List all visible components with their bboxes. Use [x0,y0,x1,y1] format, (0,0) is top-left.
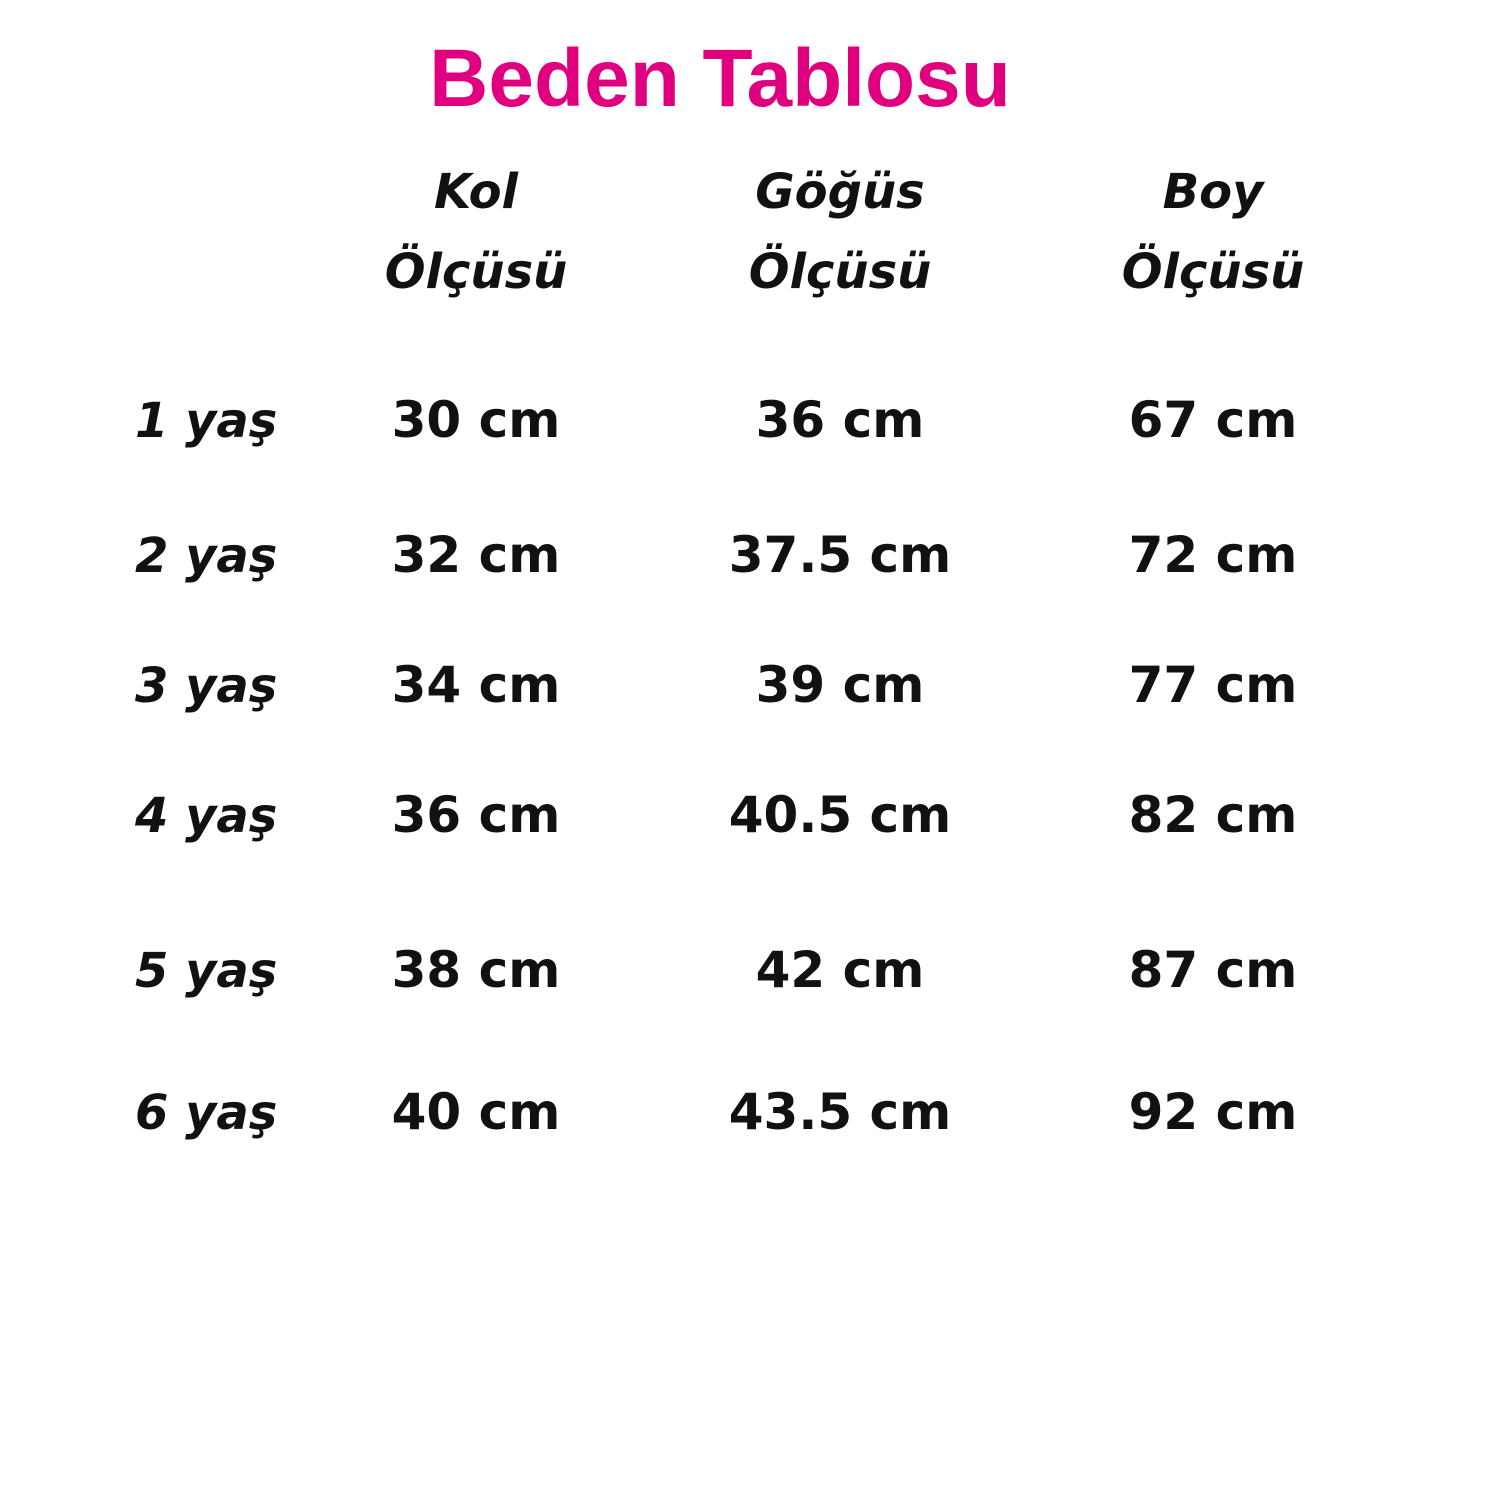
row-label: 3 yaş [135,658,278,714]
header-line1: Boy [1162,164,1264,220]
cell-boy: 87 cm [1128,941,1298,999]
cell-gogus: 39 cm [755,656,925,714]
header-line2: Ölçüsü [384,244,568,300]
cell-kol: 34 cm [391,656,561,714]
cell-gogus: 43.5 cm [728,1083,952,1141]
column-header-kol: Kol Ölçüsü [385,152,568,312]
cell-gogus: 36 cm [755,391,925,449]
cell-gogus: 40.5 cm [728,786,952,844]
row-label: 6 yaş [135,1085,278,1141]
header-line1: Göğüs [755,164,925,220]
column-header-boy: Boy Ölçüsü [1122,152,1305,312]
header-line2: Ölçüsü [1121,244,1305,300]
cell-kol: 30 cm [391,391,561,449]
header-line1: Kol [434,164,518,220]
cell-kol: 38 cm [391,941,561,999]
cell-gogus: 42 cm [755,941,925,999]
page-title: Beden Tablosu [429,33,1011,124]
row-label: 2 yaş [135,528,278,584]
cell-boy: 77 cm [1128,656,1298,714]
row-label: 5 yaş [135,943,278,999]
cell-boy: 72 cm [1128,526,1298,584]
row-label: 4 yaş [135,788,278,844]
cell-boy: 67 cm [1128,391,1298,449]
header-line2: Ölçüsü [748,244,932,300]
cell-boy: 92 cm [1128,1083,1298,1141]
cell-kol: 32 cm [391,526,561,584]
cell-gogus: 37.5 cm [728,526,952,584]
cell-kol: 36 cm [391,786,561,844]
row-label: 1 yaş [135,393,278,449]
cell-kol: 40 cm [391,1083,561,1141]
cell-boy: 82 cm [1128,786,1298,844]
column-header-gogus: Göğüs Ölçüsü [749,152,932,312]
